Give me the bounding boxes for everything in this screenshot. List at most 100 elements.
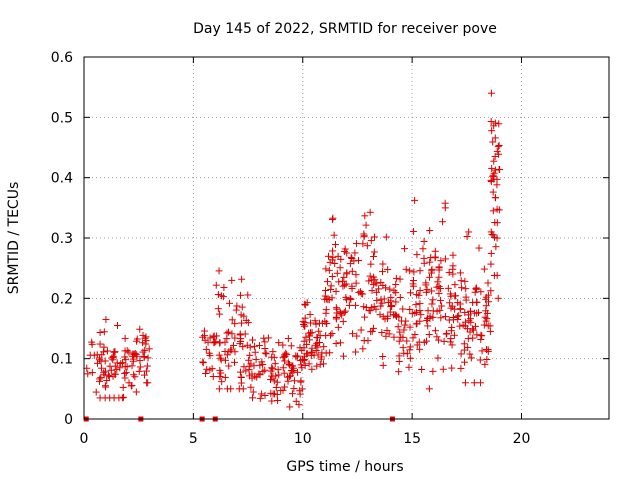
data-point xyxy=(493,234,501,242)
data-point xyxy=(315,327,323,335)
data-point xyxy=(107,366,115,374)
data-point xyxy=(245,362,253,370)
data-point xyxy=(348,282,356,290)
data-point xyxy=(286,403,294,411)
data-point xyxy=(445,316,453,324)
data-point xyxy=(224,328,232,336)
data-point xyxy=(460,340,468,348)
data-point xyxy=(384,312,392,320)
data-point xyxy=(332,340,340,348)
data-point xyxy=(489,188,497,196)
data-point xyxy=(411,196,419,204)
data-point xyxy=(478,347,486,355)
data-point xyxy=(448,364,456,372)
data-point xyxy=(406,267,414,275)
data-point xyxy=(443,330,451,338)
data-point xyxy=(322,349,330,357)
data-point xyxy=(491,166,499,174)
data-point xyxy=(271,360,279,368)
data-point xyxy=(301,361,309,369)
data-point xyxy=(454,298,462,306)
data-point xyxy=(486,322,494,330)
data-point xyxy=(446,338,454,346)
data-point xyxy=(205,349,213,357)
data-point xyxy=(405,363,413,371)
y-tick-label: 0.6 xyxy=(51,50,73,66)
data-point xyxy=(136,363,144,371)
data-point xyxy=(478,332,486,340)
data-point xyxy=(266,376,274,384)
data-point xyxy=(199,359,207,367)
data-point xyxy=(424,307,432,315)
data-point xyxy=(417,311,425,319)
data-point xyxy=(491,194,499,202)
data-point xyxy=(372,305,380,313)
data-point xyxy=(113,366,121,374)
data-point xyxy=(303,340,311,348)
data-point xyxy=(495,120,503,128)
data-point xyxy=(115,394,123,402)
data-point xyxy=(416,300,424,308)
data-point xyxy=(131,373,139,381)
data-point xyxy=(132,388,140,396)
data-point xyxy=(384,266,392,274)
data-point xyxy=(231,320,239,328)
data-point xyxy=(121,347,129,355)
data-point xyxy=(433,307,441,315)
data-point xyxy=(237,379,245,387)
data-point xyxy=(406,354,414,362)
data-point xyxy=(482,295,490,303)
data-point xyxy=(322,286,330,294)
data-point xyxy=(367,328,375,336)
data-point xyxy=(322,332,330,340)
data-point xyxy=(200,332,208,340)
data-point xyxy=(339,352,347,360)
data-point xyxy=(386,285,394,293)
data-point xyxy=(446,299,454,307)
data-point xyxy=(423,316,431,324)
data-point xyxy=(123,363,131,371)
data-point xyxy=(273,378,281,386)
data-point xyxy=(226,299,234,307)
data-point xyxy=(475,244,483,252)
data-point xyxy=(428,265,436,273)
data-point xyxy=(483,355,491,363)
data-point xyxy=(406,346,414,354)
data-point xyxy=(406,323,414,331)
data-point xyxy=(245,356,253,364)
data-point xyxy=(287,342,295,350)
data-point xyxy=(435,263,443,271)
data-point xyxy=(359,240,367,248)
data-point xyxy=(469,326,477,334)
data-point xyxy=(136,357,144,365)
data-point xyxy=(202,370,210,377)
data-point xyxy=(215,351,223,359)
data-point xyxy=(487,249,495,257)
data-point xyxy=(341,281,349,289)
data-point xyxy=(217,292,225,300)
data-point xyxy=(476,356,484,364)
data-point xyxy=(314,343,322,351)
data-point xyxy=(122,369,130,377)
data-point xyxy=(142,367,150,375)
data-point xyxy=(379,260,387,268)
data-point xyxy=(143,379,151,387)
data-point xyxy=(231,348,239,356)
data-point xyxy=(494,294,502,302)
data-point xyxy=(491,219,499,227)
data-point xyxy=(121,369,129,377)
data-point xyxy=(423,286,431,294)
data-point xyxy=(437,257,445,265)
data-point xyxy=(400,349,408,357)
data-point xyxy=(457,350,465,358)
data-point xyxy=(236,340,244,348)
data-point xyxy=(382,233,390,241)
data-point xyxy=(484,279,492,287)
data-point xyxy=(496,166,504,174)
data-point xyxy=(345,301,353,309)
data-point xyxy=(96,329,104,337)
data-point xyxy=(426,258,434,266)
data-point xyxy=(463,233,471,241)
data-point xyxy=(481,313,489,321)
data-point xyxy=(462,318,470,326)
